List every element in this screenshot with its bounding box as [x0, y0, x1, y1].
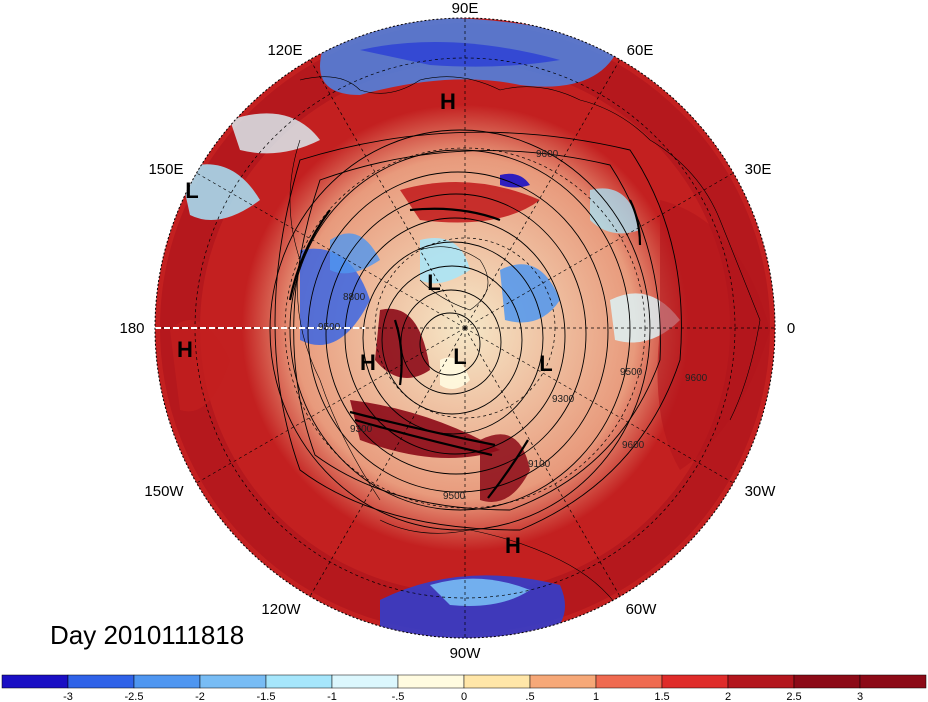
jet-contours	[288, 199, 642, 499]
colorbar: -3 -2.5 -2 -1.5 -1 -.5 0 .5 1 1.5 2 2.5 3	[1, 674, 927, 702]
colorbar-tick-label: -1.5	[257, 691, 276, 702]
map-border	[154, 17, 776, 639]
low-center: L	[539, 351, 552, 376]
colorbar-tick-label: 3	[857, 691, 863, 702]
day-label: Day 2010111818	[50, 620, 245, 650]
contour-label: 8800	[343, 292, 366, 303]
high-center: H	[440, 89, 456, 114]
colorbar-tick-label: 2.5	[786, 691, 801, 702]
colorbar-tick-label: 0	[461, 691, 467, 702]
coastlines	[289, 76, 761, 611]
meridians	[155, 18, 775, 638]
colorbar-tick-label: -3	[63, 691, 73, 702]
contour-label: 9500	[620, 367, 643, 378]
colorbar-swatch	[1, 674, 69, 689]
contour-label: 9100	[528, 459, 551, 470]
lon-label-60w: 60W	[626, 601, 658, 618]
colorbar-swatch	[463, 674, 531, 689]
height-contours	[269, 129, 682, 531]
contour-label: 9600	[685, 373, 708, 384]
colorbar-swatch	[595, 674, 663, 689]
colorbar-tick-label: -2	[195, 691, 205, 702]
colorbar-tick-label: -1	[327, 691, 337, 702]
lon-label-30e: 30E	[745, 161, 772, 178]
longitude-labels: 90E 60E 30E 0 30W 60W 90W 120W 150W 180 …	[119, 0, 795, 662]
lon-label-90w: 90W	[450, 645, 482, 662]
meridian-line	[309, 327, 466, 597]
colorbar-swatch	[331, 674, 399, 689]
colorbar-swatch	[199, 674, 267, 689]
lon-label-30w: 30W	[745, 483, 777, 500]
contour-label: 9500	[443, 491, 466, 502]
meridian-line	[196, 172, 466, 329]
high-center: H	[360, 350, 376, 375]
colorbar-swatch	[859, 674, 927, 689]
colorbar-tick-label: -2.5	[125, 691, 144, 702]
lon-label-90e: 90E	[452, 0, 479, 17]
contour-label: 9600	[622, 440, 645, 451]
meridian-line	[464, 172, 734, 329]
colorbar-swatch	[529, 674, 597, 689]
lon-label-150w: 150W	[144, 483, 184, 500]
meridian-line	[464, 327, 621, 597]
low-center: L	[427, 270, 440, 295]
colorbar-swatch	[661, 674, 729, 689]
colorbar-swatch	[397, 674, 465, 689]
pressure-centers: H L H L H L L H	[177, 89, 553, 558]
high-center: H	[177, 337, 193, 362]
lon-label-0: 0	[787, 320, 795, 337]
colorbar-swatch	[133, 674, 201, 689]
colorbar-tick-label: .5	[525, 691, 534, 702]
contour-label: 9600	[536, 149, 559, 160]
lon-label-60e: 60E	[627, 42, 654, 59]
colorbar-swatch	[67, 674, 135, 689]
colorbar-tick-label: 2	[725, 691, 731, 702]
contour-label: 9300	[552, 394, 575, 405]
meridian-line	[464, 59, 621, 329]
colorbar-tick-label: 1.5	[654, 691, 669, 702]
meridian-line	[309, 59, 466, 329]
high-center: H	[505, 533, 521, 558]
contour-labels: 9600 9500 9300 9600 9500 9600 8800 9300 …	[318, 149, 708, 502]
colorbar-tick-label: 1	[593, 691, 599, 702]
colorbar-swatch	[793, 674, 861, 689]
lon-label-120e: 120E	[267, 42, 302, 59]
lon-label-120w: 120W	[261, 601, 301, 618]
meridian-line	[464, 327, 734, 484]
lon-label-150e: 150E	[148, 161, 183, 178]
colorbar-swatch	[727, 674, 795, 689]
contour-label: 9300	[350, 424, 373, 435]
colorbar-tick-label: -.5	[392, 691, 405, 702]
lon-label-180: 180	[119, 320, 144, 337]
low-center: L	[453, 344, 466, 369]
meridian-line	[196, 327, 466, 484]
contour-label: 9500	[318, 322, 341, 333]
low-center: L	[185, 178, 198, 203]
colorbar-swatch	[265, 674, 333, 689]
